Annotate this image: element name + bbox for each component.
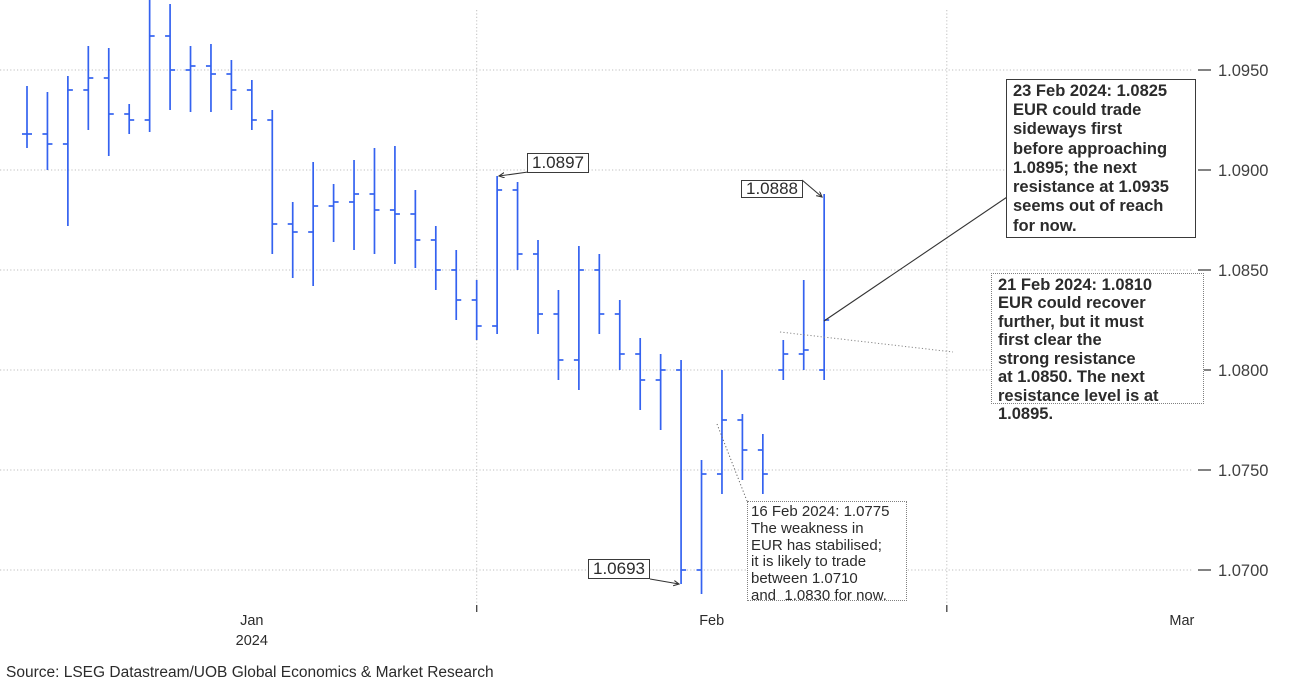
svg-text:2024: 2024 xyxy=(236,633,268,649)
svg-text:Jan: Jan xyxy=(240,613,263,629)
svg-text:1.0850: 1.0850 xyxy=(1218,262,1268,280)
svg-text:1.0800: 1.0800 xyxy=(1218,362,1268,380)
svg-text:1.0900: 1.0900 xyxy=(1218,162,1268,180)
svg-text:1.0700: 1.0700 xyxy=(1218,562,1268,580)
svg-text:1.0950: 1.0950 xyxy=(1218,62,1268,80)
svg-text:1.0750: 1.0750 xyxy=(1218,462,1268,480)
svg-text:Feb: Feb xyxy=(699,613,724,629)
svg-text:Mar: Mar xyxy=(1169,613,1194,629)
